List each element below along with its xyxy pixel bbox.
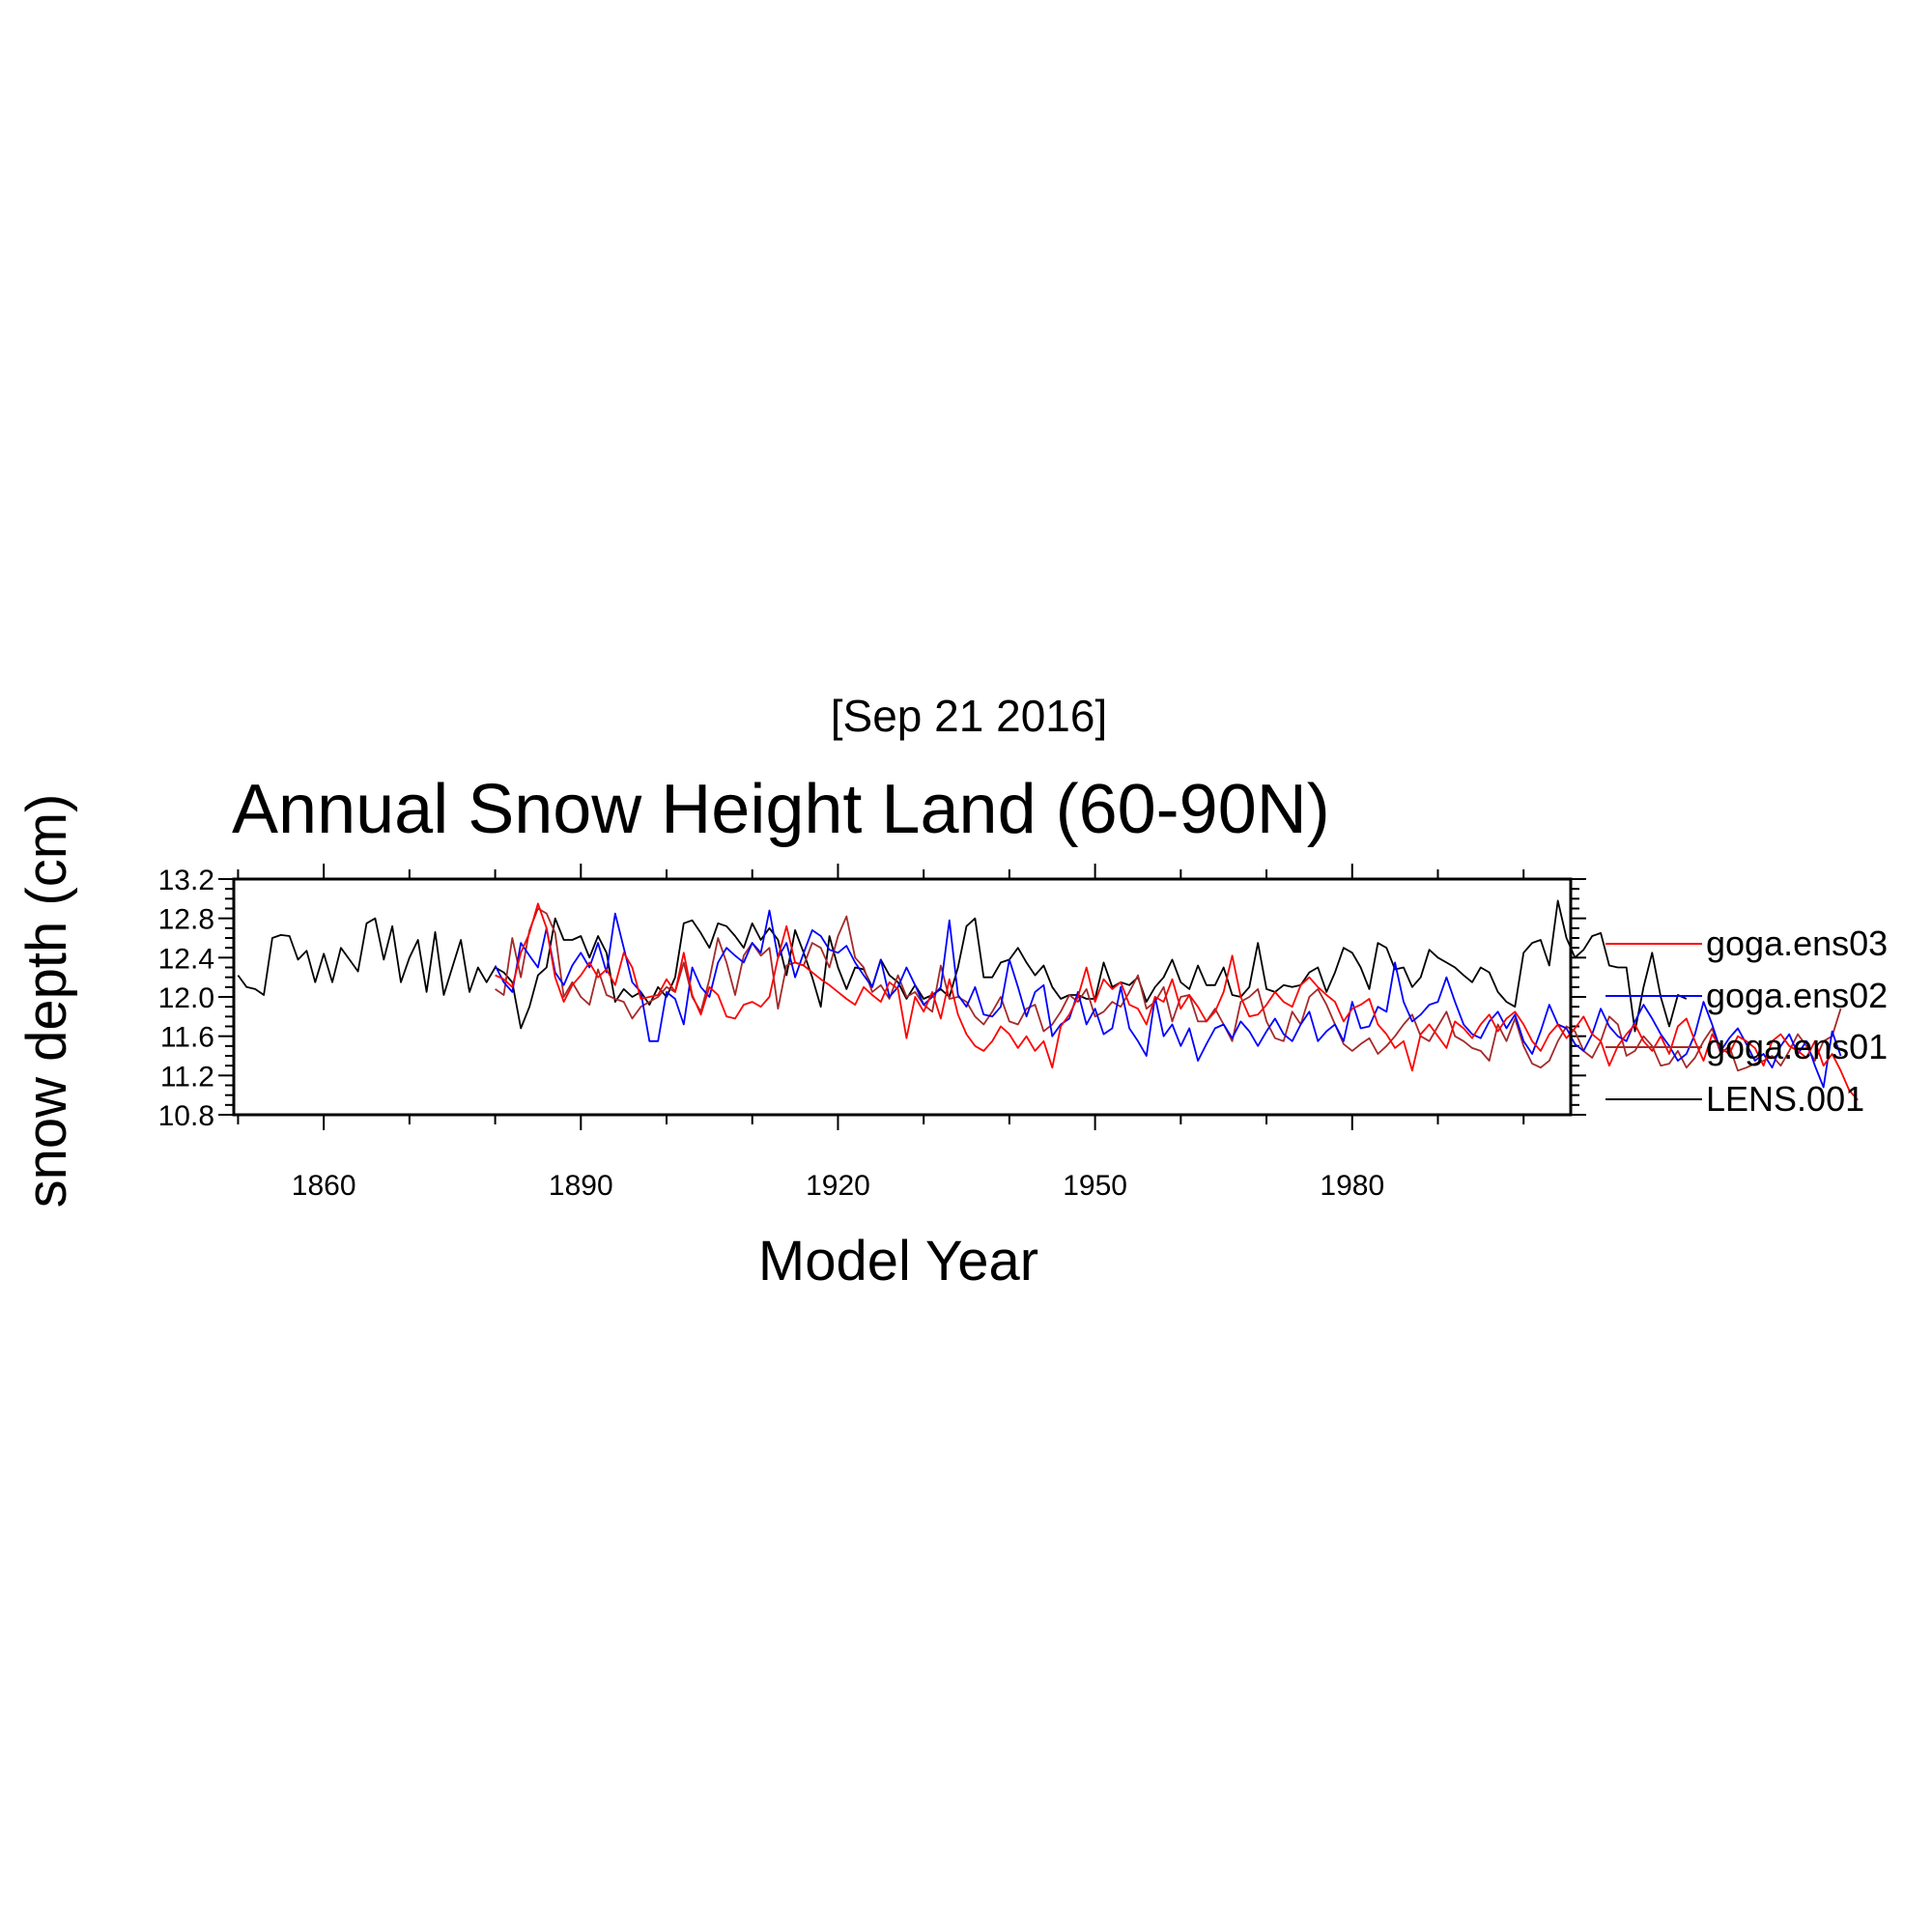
- y-tick-label: 13.2: [158, 865, 214, 896]
- x-tick-label: 1920: [806, 1170, 870, 1202]
- y-tick-label: 12.4: [158, 943, 214, 975]
- axis-ticks: 1860 1890 1920 1950 1980 10.8 11.2 11.6 12.0 12.4…: [158, 864, 1586, 1202]
- y-tick-label: 11.6: [160, 1022, 214, 1054]
- legend-label: goga.ens02: [1706, 976, 1888, 1015]
- series-line-goga-ens01: [495, 907, 1842, 1072]
- legend-label: goga.ens01: [1706, 1027, 1888, 1066]
- y-axis-title: snow depth (cm): [15, 794, 78, 1208]
- legend: goga.ens03 goga.ens02 goga.ens01 LENS.001: [1605, 923, 1888, 1119]
- series-line-lens-001: [237, 899, 1688, 1033]
- series-line-goga-ens02: [494, 909, 1842, 1089]
- x-tick-label: 1980: [1320, 1170, 1384, 1202]
- chart-title: Annual Snow Height Land (60-90N): [232, 771, 1330, 848]
- y-tick-label: 12.0: [158, 982, 214, 1014]
- plot-series: [237, 899, 1859, 1101]
- date-label: [Sep 21 2016]: [831, 691, 1107, 741]
- plot-frame: [232, 877, 1573, 1117]
- y-tick-label: 10.8: [158, 1100, 214, 1132]
- y-tick-label: 11.2: [160, 1061, 214, 1093]
- x-tick-label: 1860: [292, 1170, 356, 1202]
- legend-label: LENS.001: [1706, 1079, 1864, 1119]
- x-tick-label: 1890: [549, 1170, 613, 1202]
- series-line-goga-ens03: [495, 902, 1859, 1101]
- legend-label: goga.ens03: [1706, 923, 1888, 963]
- x-tick-label: 1950: [1063, 1170, 1127, 1202]
- y-tick-label: 12.8: [158, 904, 214, 936]
- x-axis-title: Model Year: [758, 1230, 1038, 1293]
